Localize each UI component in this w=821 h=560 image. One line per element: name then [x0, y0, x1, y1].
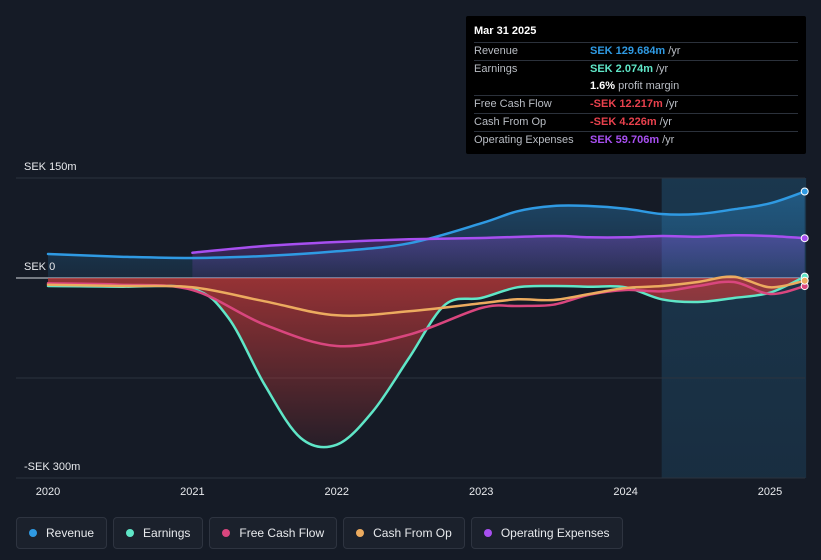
- legend-dot-icon: [126, 529, 135, 537]
- legend-label: Revenue: [46, 526, 95, 540]
- tooltip-unit: profit margin: [618, 80, 680, 92]
- tooltip-row-earnings: Earnings SEK 2.074m /yr: [474, 60, 798, 78]
- tooltip-unit: /yr: [662, 134, 675, 146]
- legend-label: Earnings: [143, 526, 191, 540]
- y-tick-label: -SEK 300m: [24, 461, 80, 473]
- y-tick-label: SEK 0: [24, 261, 55, 273]
- point-opex: [800, 234, 809, 243]
- x-tick-label: 2023: [469, 486, 493, 498]
- tooltip-value: -SEK 4.226m: [590, 116, 657, 128]
- legend-label: Cash From Op: [373, 526, 452, 540]
- legend-dot-icon: [356, 529, 365, 537]
- tooltip-row-opex: Operating Expenses SEK 59.706m /yr: [474, 131, 798, 149]
- legend-dot-icon: [483, 529, 492, 537]
- line-earnings: [46, 275, 806, 449]
- x-tick-label: 2021: [180, 486, 204, 498]
- tooltip-value: SEK 59.706m: [590, 134, 660, 146]
- x-tick-label: 2025: [758, 486, 782, 498]
- area-opex: [192, 235, 805, 278]
- tooltip-row-revenue: Revenue SEK 129.684m /yr: [474, 42, 798, 60]
- point-revenue: [800, 187, 809, 196]
- tooltip-label: Free Cash Flow: [474, 98, 552, 110]
- legend-dot-icon: [222, 529, 231, 537]
- legend: Revenue Earnings Free Cash Flow Cash Fro…: [16, 517, 623, 549]
- y-tick-label: SEK 150m: [24, 161, 77, 173]
- tooltip-row-cfo: Cash From Op -SEK 4.226m /yr: [474, 113, 798, 131]
- tooltip-row-fcf: Free Cash Flow -SEK 12.217m /yr: [474, 95, 798, 113]
- tooltip-unit: /yr: [659, 116, 672, 128]
- tooltip-label: Revenue: [474, 45, 519, 57]
- tooltip-label: Earnings: [474, 63, 518, 75]
- tooltip-label: Cash From Op: [474, 116, 547, 128]
- legend-label: Free Cash Flow: [239, 526, 325, 540]
- line-fcf: [46, 280, 806, 348]
- tooltip-label: Operating Expenses: [474, 134, 574, 146]
- area-earnings: [48, 276, 805, 448]
- legend-item-cash-from-op[interactable]: Cash From Op: [343, 517, 465, 549]
- line-cfo: [46, 275, 806, 317]
- tooltip-panel: Mar 31 2025 Revenue SEK 129.684m /yr Ear…: [466, 16, 806, 154]
- line-revenue: [46, 190, 806, 260]
- point-cfo: [800, 276, 809, 285]
- tooltip-unit: /yr: [668, 45, 681, 57]
- legend-item-free-cash-flow[interactable]: Free Cash Flow: [209, 517, 338, 549]
- x-tick-label: 2022: [325, 486, 349, 498]
- tooltip-value: -SEK 12.217m: [590, 98, 663, 110]
- tooltip-row-profit-margin: 1.6% profit margin: [474, 78, 798, 95]
- tooltip-unit: /yr: [665, 98, 678, 110]
- tooltip-label: [474, 78, 590, 95]
- legend-item-earnings[interactable]: Earnings: [113, 517, 204, 549]
- legend-item-revenue[interactable]: Revenue: [16, 517, 108, 549]
- x-tick-label: 2024: [613, 486, 637, 498]
- legend-label: Operating Expenses: [500, 526, 610, 540]
- tooltip-unit: /yr: [655, 63, 669, 75]
- legend-item-operating-expenses[interactable]: Operating Expenses: [470, 517, 623, 549]
- tooltip-value: SEK 129.684m: [590, 45, 666, 57]
- tooltip-date: Mar 31 2025: [474, 25, 537, 37]
- tooltip-value: 1.6%: [590, 80, 616, 92]
- tooltip-value: SEK 2.074m: [590, 63, 653, 75]
- legend-dot-icon: [29, 529, 37, 537]
- x-tick-label: 2020: [36, 486, 60, 498]
- line-opex: [191, 234, 806, 254]
